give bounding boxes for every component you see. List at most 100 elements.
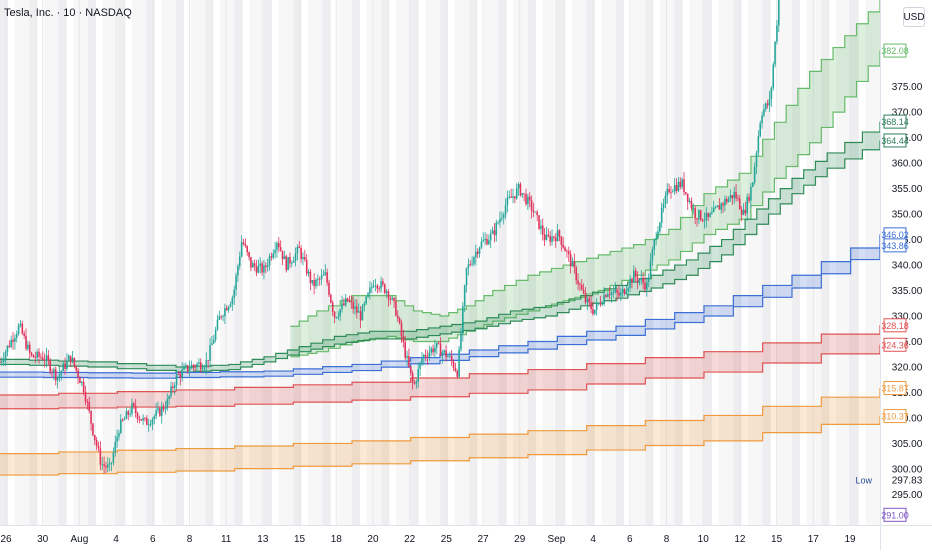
candle-body [304,257,306,260]
band-lower-line [0,140,880,373]
candle-body [551,236,553,242]
candle-body [365,296,367,304]
candle-body [47,355,50,361]
candle-body [350,301,353,303]
candle-body [218,316,221,320]
candle-body [2,359,5,362]
candle-body [621,289,624,293]
session-shade [572,0,587,525]
candle-body [45,355,48,361]
candle-body [231,297,234,305]
currency-button[interactable]: USD [903,7,925,27]
time-tick-label: 22 [404,534,416,545]
session-shade [73,0,88,525]
candle-body [80,381,83,383]
candle-body [554,237,557,242]
session-shade [161,0,176,525]
candle-body [502,214,505,218]
session-shade [132,0,147,525]
candle-body [222,316,224,318]
candle-body [755,152,758,167]
candle-body [110,462,113,464]
candle-body [64,363,66,369]
session-shade [762,0,771,525]
price-label-text: 346.02 [881,230,909,240]
candle-body [382,281,384,285]
candle-body [385,291,388,293]
candle-body [159,408,161,416]
candle-body [77,370,79,378]
candle-body [170,386,172,397]
time-tick-label: Sep [548,534,566,545]
candle-body [696,218,698,220]
price-label-text: 315.87 [881,384,909,394]
candle-body [411,373,414,383]
candle-body [34,357,37,359]
candle-body [729,195,732,199]
candle-body [162,406,165,410]
price-label-box [883,43,907,58]
candle-body [694,208,696,219]
session-shade [190,0,206,525]
plot-area[interactable]: Low Tesla, Inc. · 10 · NASDAQ [0,0,880,525]
candle-body [506,197,509,206]
candle-body [686,193,689,202]
candle-body [15,334,18,338]
candle-body [322,274,325,276]
candle-body [482,240,485,242]
price-axis[interactable]: 295.00 300.00 305.00 310.00 315.00 320.00 325.… [880,0,932,525]
candle-body [376,285,379,289]
price-label-box [883,133,907,148]
time-tick-label: 26 [0,534,12,545]
candle-body [155,410,157,417]
candle-body [595,303,598,310]
candle-body [432,348,434,353]
candle-body [588,298,591,303]
candle-body [194,366,196,368]
price-label-text: 343.86 [881,241,909,251]
session-shade [704,0,713,525]
session-shade [308,0,323,525]
candle-body [560,236,563,245]
session-shade [146,0,155,525]
candle-body [761,115,763,124]
candle-body [153,416,156,420]
candle-body [292,260,295,263]
candle-body [54,369,57,381]
candle-body [703,220,706,221]
candle-body [627,287,630,292]
session-shade [528,0,537,525]
candle-body [586,298,589,303]
candle-body [685,192,687,194]
candle-body [380,281,382,289]
candle-body [398,318,401,323]
candle-body [36,351,38,358]
candle-body [97,446,100,449]
candle-body [146,418,148,425]
candle-body [664,195,667,205]
price-label-box [883,337,907,352]
candle-body [668,189,670,192]
price-label-text: 324.36 [881,340,909,350]
candle-body [41,357,44,360]
candle-body [330,294,332,303]
candle-body [201,368,204,370]
time-axis[interactable]: 26 30 Aug 4 6 8 11 13 15 18 20 22 25 27 29 Sep 4 6 8 10 12 15… [0,525,880,550]
candle-body [727,198,730,203]
candle-body [770,87,773,99]
price-label-box [883,114,907,129]
candle-body [660,207,663,223]
session-shade [748,0,763,525]
chart-svg[interactable]: Low [0,0,880,525]
candle-body [698,210,700,220]
session-shade [454,0,470,525]
candle-body [701,219,704,221]
candle-body [17,325,20,335]
candle-body [229,304,232,307]
session-shade [396,0,411,525]
session-shade [366,0,382,525]
candle-body [354,306,356,309]
candle-body [264,265,267,267]
candle-body [51,371,53,373]
candle-body [564,247,566,252]
